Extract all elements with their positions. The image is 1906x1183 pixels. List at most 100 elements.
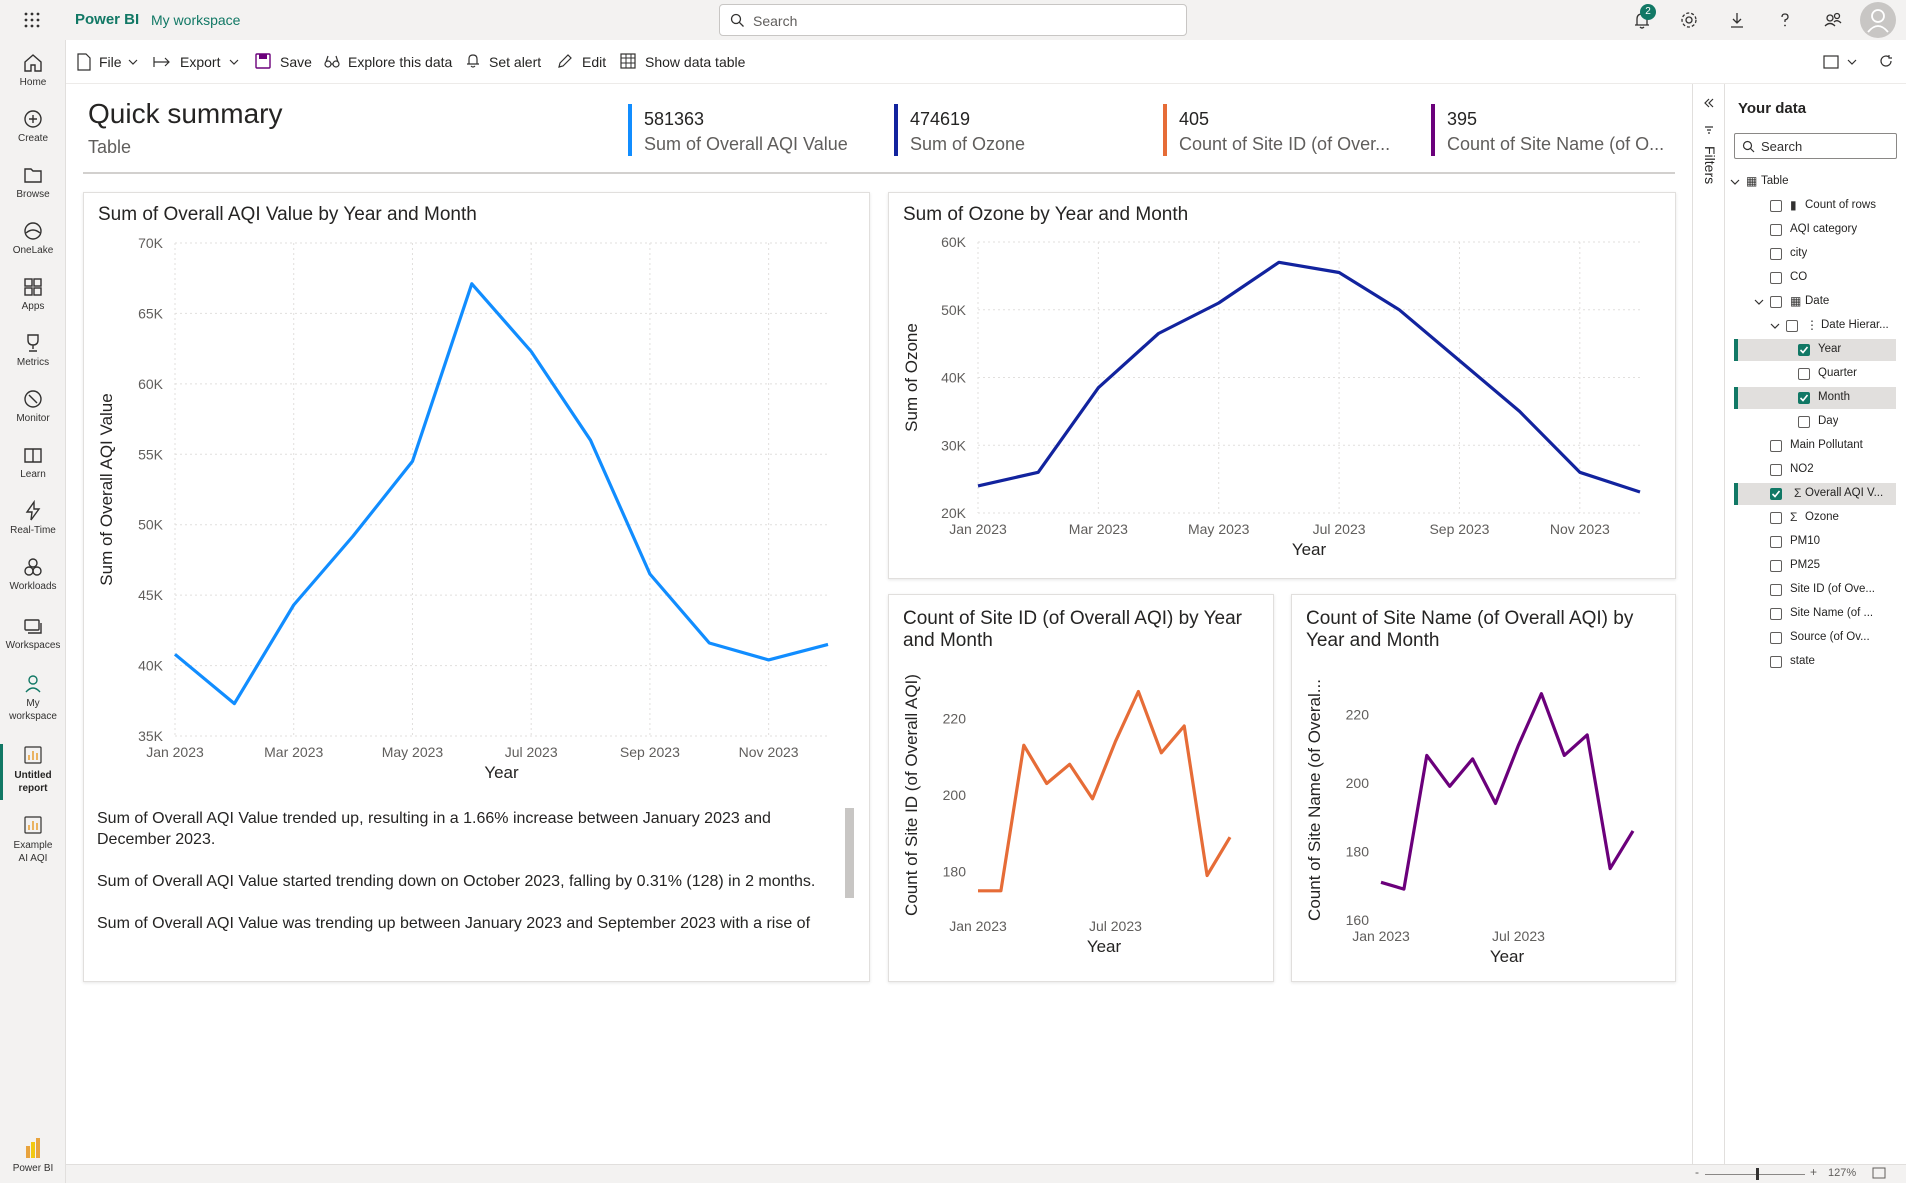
field-checkbox[interactable]: [1770, 272, 1782, 284]
nav-create[interactable]: Create: [0, 108, 66, 144]
field-checkbox[interactable]: [1786, 320, 1798, 332]
field-checkbox[interactable]: [1770, 656, 1782, 668]
set-alert-button[interactable]: Set alert: [489, 54, 542, 70]
field-checkbox[interactable]: [1770, 464, 1782, 476]
field-checkbox[interactable]: [1770, 440, 1782, 452]
data-search-input[interactable]: Search: [1734, 133, 1897, 159]
workspace-breadcrumb[interactable]: My workspace: [151, 12, 241, 28]
filters-pane[interactable]: [1692, 84, 1725, 1164]
filters-label[interactable]: Filters: [1702, 146, 1718, 185]
field-checkbox[interactable]: [1770, 224, 1782, 236]
global-search-input[interactable]: Search: [719, 4, 1187, 36]
aqi-chart-card[interactable]: [83, 192, 870, 982]
nav-powerbi-switcher[interactable]: Power BI: [0, 1136, 66, 1174]
nav-my-workspace[interactable]: My workspace: [0, 672, 66, 723]
field-checkbox[interactable]: [1770, 536, 1782, 548]
field-checkbox[interactable]: [1798, 416, 1810, 428]
field-item[interactable]: Site Name (of ...: [1734, 603, 1896, 625]
nav-apps[interactable]: Apps: [0, 276, 66, 312]
nav-workloads[interactable]: Workloads: [0, 556, 66, 592]
show-data-table-button[interactable]: Show data table: [645, 54, 746, 70]
export-menu[interactable]: Export: [180, 54, 221, 70]
collapse-chevron-icon[interactable]: [1702, 97, 1714, 109]
field-item[interactable]: state: [1734, 651, 1896, 673]
field-checkbox[interactable]: [1770, 200, 1782, 212]
field-checkbox[interactable]: [1798, 368, 1810, 380]
gear-icon[interactable]: [1677, 8, 1701, 32]
aqi-line-chart[interactable]: 35K 40K 45K 50K 55K 60K 65K 70K Jan 2023 Mar 2023…: [90, 228, 850, 788]
field-checkbox[interactable]: [1770, 584, 1782, 596]
refresh-icon[interactable]: [1879, 54, 1893, 68]
zoom-slider[interactable]: [1705, 1174, 1805, 1175]
field-item[interactable]: Σ Ozone: [1734, 507, 1896, 529]
field-item[interactable]: Σ Overall AQI V...: [1734, 483, 1896, 505]
field-checkbox[interactable]: [1770, 608, 1782, 620]
zoom-out-icon[interactable]: -: [1695, 1165, 1699, 1179]
field-item[interactable]: Day: [1734, 411, 1896, 433]
field-item[interactable]: ⋮ Date Hierar...: [1734, 315, 1896, 337]
field-item[interactable]: ▦ Date: [1734, 291, 1896, 313]
kpi-card[interactable]: 581363 Sum of Overall AQI Value: [628, 104, 853, 156]
field-checkbox[interactable]: [1770, 488, 1782, 500]
view-mode-icon[interactable]: [1823, 55, 1839, 69]
field-item[interactable]: Site ID (of Ove...: [1734, 579, 1896, 601]
zoom-in-icon[interactable]: +: [1810, 1165, 1818, 1179]
field-item[interactable]: PM10: [1734, 531, 1896, 553]
field-item[interactable]: Source (of Ov...: [1734, 627, 1896, 649]
kpi-card[interactable]: 395 Count of Site Name (of O...: [1431, 104, 1664, 156]
field-checkbox[interactable]: [1770, 632, 1782, 644]
nav-workspaces[interactable]: Workspaces: [0, 615, 66, 651]
field-item[interactable]: ▦ Table: [1730, 171, 1896, 193]
app-launcher-icon[interactable]: [23, 11, 41, 29]
ozone-chart-card[interactable]: [888, 192, 1676, 579]
download-icon[interactable]: [1725, 8, 1749, 32]
kpi-card[interactable]: 405 Count of Site ID (of Over...: [1163, 104, 1390, 156]
field-item[interactable]: Month: [1734, 387, 1896, 409]
field-checkbox[interactable]: [1798, 344, 1810, 356]
field-item[interactable]: city: [1734, 243, 1896, 265]
kpi-card[interactable]: 474619 Sum of Ozone: [894, 104, 1119, 156]
nav-example-report[interactable]: Example AI AQI: [0, 814, 66, 865]
field-checkbox[interactable]: [1798, 392, 1810, 404]
narrative-scrollbar[interactable]: [845, 808, 854, 898]
field-item[interactable]: PM25: [1734, 555, 1896, 577]
nav-home[interactable]: Home: [0, 52, 66, 88]
file-menu[interactable]: File: [99, 54, 122, 70]
zoom-slider-thumb[interactable]: [1756, 1168, 1759, 1180]
field-checkbox[interactable]: [1770, 560, 1782, 572]
chevron-down-icon[interactable]: [1847, 59, 1857, 65]
share-people-icon[interactable]: [1821, 8, 1845, 32]
help-icon[interactable]: [1773, 8, 1797, 32]
brand-name[interactable]: Power BI: [75, 11, 140, 28]
field-checkbox[interactable]: [1770, 248, 1782, 260]
nav-browse[interactable]: Browse: [0, 164, 66, 200]
site-id-line-chart[interactable]: 180 200 220 Jan 2023 Jul 2023 Year Count of Si…: [895, 660, 1265, 970]
chevron-down-icon[interactable]: [1754, 297, 1764, 307]
edit-button[interactable]: Edit: [582, 54, 607, 70]
nav-untitled-report[interactable]: Untitled report: [0, 744, 66, 795]
chevron-down-icon[interactable]: [1730, 177, 1740, 187]
fit-page-icon[interactable]: [1872, 1167, 1886, 1179]
site-name-line-chart[interactable]: 160 180 200 220 Jan 2023 Jul 2023 Year Count of…: [1298, 660, 1668, 970]
save-button[interactable]: Save: [280, 54, 312, 70]
field-item[interactable]: Year: [1734, 339, 1896, 361]
nav-learn[interactable]: Learn: [0, 444, 66, 480]
field-item[interactable]: AQI category: [1734, 219, 1896, 241]
field-item[interactable]: ▮ Count of rows: [1734, 195, 1896, 217]
chevron-down-icon[interactable]: [1770, 321, 1780, 331]
nav-monitor[interactable]: Monitor: [0, 388, 66, 424]
explore-data-button[interactable]: Explore this data: [348, 54, 453, 70]
avatar[interactable]: [1860, 2, 1896, 38]
nav-metrics[interactable]: Metrics: [0, 332, 66, 368]
site-name-chart-card[interactable]: [1291, 594, 1676, 982]
nav-onelake[interactable]: OneLake: [0, 220, 66, 256]
field-checkbox[interactable]: [1770, 512, 1782, 524]
field-checkbox[interactable]: [1770, 296, 1782, 308]
field-item[interactable]: Quarter: [1734, 363, 1896, 385]
field-item[interactable]: Main Pollutant: [1734, 435, 1896, 457]
nav-realtime[interactable]: Real-Time: [0, 500, 66, 536]
ozone-line-chart[interactable]: 20K 30K 40K 50K 60K Jan 2023 Mar 2023 May 2023 J…: [895, 228, 1665, 568]
field-item[interactable]: NO2: [1734, 459, 1896, 481]
field-item[interactable]: CO: [1734, 267, 1896, 289]
site-id-chart-card[interactable]: [888, 594, 1274, 982]
